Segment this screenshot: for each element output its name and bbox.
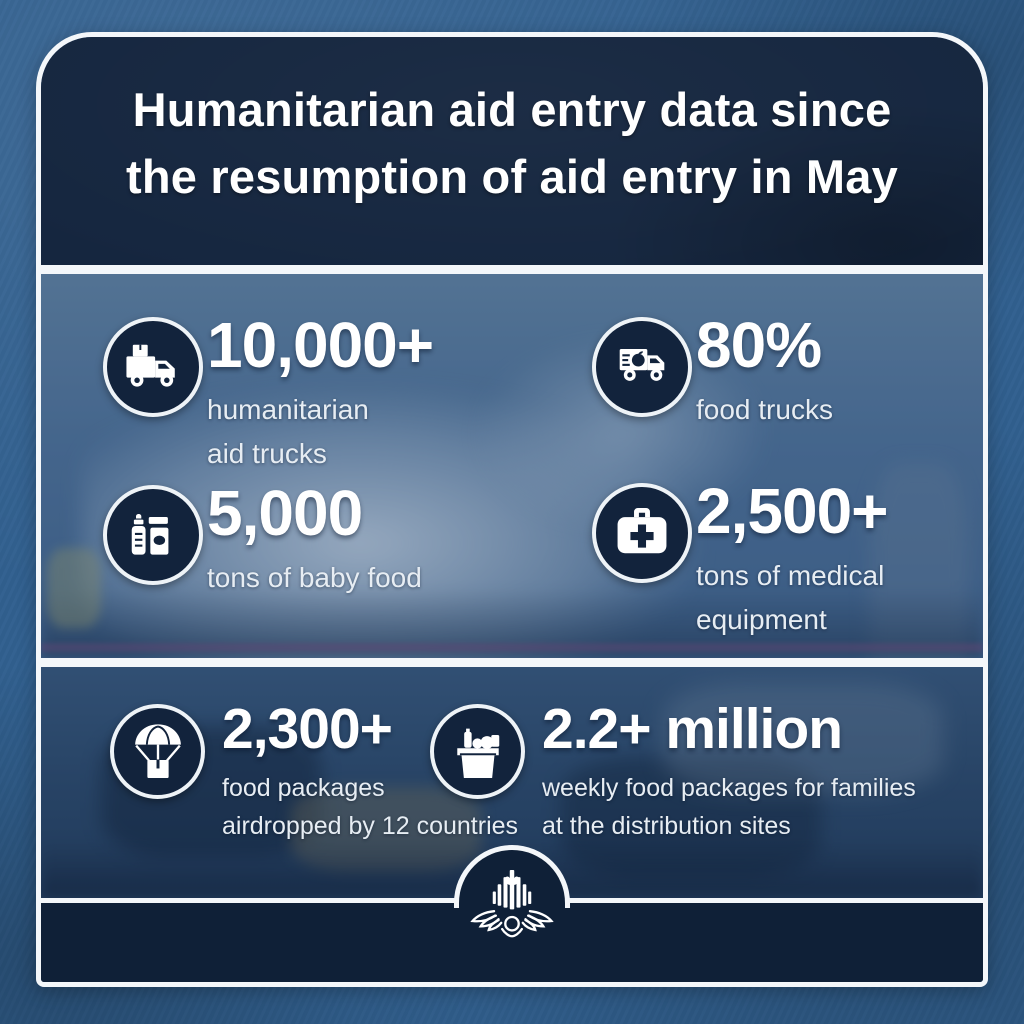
- stat-value: 80%: [696, 309, 822, 381]
- page-title-line-2: the resumption of aid entry in May: [126, 150, 898, 203]
- stat-label: food packages airdropped by 12 countries: [222, 774, 519, 840]
- stat-baby-food: 5,000 tons of baby food: [103, 480, 422, 600]
- stat-label: tons of baby food: [207, 562, 422, 594]
- stat-value: 2.2+ million: [542, 697, 843, 761]
- stat-aid-trucks: 10,000+ humanitarian aid trucks: [103, 312, 434, 475]
- aid-truck-icon: [103, 317, 203, 417]
- stat-value: 5,000: [207, 477, 363, 549]
- page-title-line-1: Humanitarian aid entry data since: [132, 83, 892, 137]
- photo-truck-row: [41, 588, 983, 658]
- infographic-card: Humanitarian aid entry data since the re…: [36, 32, 988, 987]
- stat-medical-equipment: 2,500+ tons of medical equipment: [592, 478, 889, 641]
- photo-blue-overlay: [41, 274, 983, 658]
- stats-section-bottom: 2,300+ food packages airdropped by 12 co…: [41, 667, 983, 898]
- footer-band: [41, 845, 983, 982]
- stat-value: 2,500+: [696, 475, 889, 547]
- stat-value: 2,300+: [222, 697, 393, 761]
- stat-label: humanitarian aid trucks: [207, 394, 369, 469]
- divider-top: [41, 265, 983, 274]
- government-media-office-emblem-icon: [470, 869, 554, 938]
- baby-food-icon: [103, 485, 203, 585]
- divider-bottom: [41, 658, 983, 667]
- photo-light-patch: [663, 683, 943, 793]
- stat-weekly-food-packages: 2.2+ million weekly food packages for fa…: [430, 700, 916, 845]
- stat-label: weekly food packages for families at the…: [542, 774, 916, 840]
- stats-section-top: 10,000+ humanitarian aid trucks: [41, 274, 983, 658]
- stat-label: food trucks: [696, 394, 833, 426]
- airdrop-package-icon: [110, 704, 205, 799]
- food-truck-icon: [592, 317, 692, 417]
- stat-food-trucks: 80% food trucks: [592, 312, 833, 432]
- medical-kit-icon: [592, 483, 692, 583]
- stat-airdropped-packages: 2,300+ food packages airdropped by 12 co…: [110, 700, 519, 845]
- stat-label: tons of medical equipment: [696, 560, 885, 635]
- photo-color-streak: [41, 643, 983, 652]
- food-basket-icon: [430, 704, 525, 799]
- stat-value: 10,000+: [207, 309, 434, 381]
- header: Humanitarian aid entry data since the re…: [41, 37, 983, 265]
- photo-crane: [47, 548, 101, 628]
